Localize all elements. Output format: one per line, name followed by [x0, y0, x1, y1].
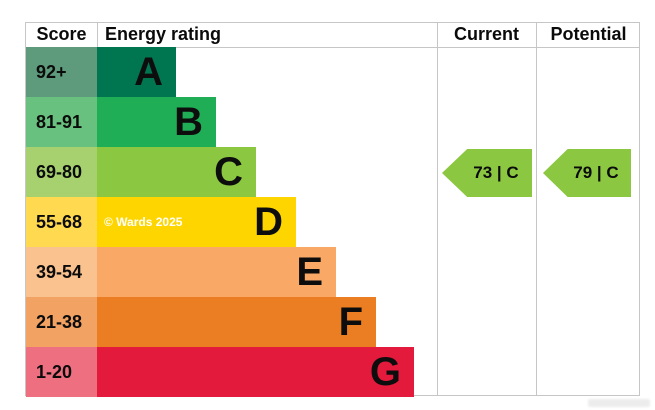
- score-column-header: Score: [36, 24, 87, 44]
- band-letter: E: [296, 250, 323, 294]
- current-rating-label: 73 | C: [473, 163, 519, 182]
- band-row-g: 1-20 G: [26, 347, 437, 397]
- potential-rating-label: 79 | C: [573, 163, 619, 182]
- band-letter: B: [174, 100, 203, 144]
- band-score-range: 21-38: [26, 297, 97, 347]
- band-score-range: 39-54: [26, 247, 97, 297]
- header-divider-line: [26, 47, 639, 48]
- faint-corner-watermark: [588, 399, 650, 407]
- wards-copyright-watermark: © Wards 2025: [104, 215, 183, 229]
- band-row-c: 69-80 C: [26, 147, 437, 197]
- score-column-divider-line: [97, 23, 98, 47]
- current-rating-arrow: 73 | C: [442, 149, 532, 197]
- band-bar: F: [97, 297, 376, 347]
- band-bar: B: [97, 97, 216, 147]
- band-bar: E: [97, 247, 336, 297]
- potential-rating-arrow: 79 | C: [543, 149, 631, 197]
- band-score-range: 1-20: [26, 347, 97, 397]
- epc-energy-rating-chart: Score Energy rating Current Potential 92…: [25, 22, 640, 397]
- band-score-range: 92+: [26, 47, 97, 97]
- band-letter: C: [214, 150, 243, 194]
- band-score-range: 55-68: [26, 197, 97, 247]
- potential-column-divider-line: [536, 23, 537, 395]
- band-row-e: 39-54 E: [26, 247, 437, 297]
- band-letter: A: [134, 50, 163, 94]
- potential-column-header: Potential: [550, 24, 627, 44]
- band-letter: F: [338, 300, 363, 344]
- energy-rating-column-header: Energy rating: [105, 24, 222, 44]
- band-score-range: 69-80: [26, 147, 97, 197]
- band-letter: D: [254, 200, 283, 244]
- band-row-b: 81-91 B: [26, 97, 437, 147]
- band-bar: C: [97, 147, 256, 197]
- band-row-f: 21-38 F: [26, 297, 437, 347]
- band-bar: A: [97, 47, 176, 97]
- band-row-a: 92+ A: [26, 47, 437, 97]
- current-column-header: Current: [453, 24, 519, 44]
- band-bar: G: [97, 347, 414, 397]
- band-bar: D: [97, 197, 296, 247]
- current-column-divider-line: [437, 23, 438, 395]
- band-score-range: 81-91: [26, 97, 97, 147]
- band-letter: G: [369, 350, 401, 394]
- band-row-d: 55-68 D: [26, 197, 437, 247]
